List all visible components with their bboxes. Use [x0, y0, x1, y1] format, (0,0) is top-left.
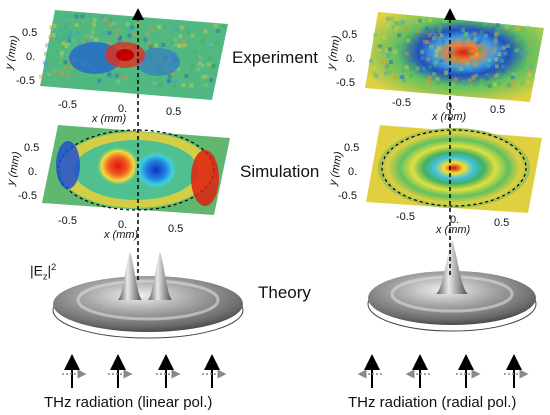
caption-linear: THz radiation (linear pol.)	[44, 394, 213, 411]
tick-exp-linear-x2: 0.	[118, 103, 127, 115]
theory-radial-surface	[367, 240, 537, 332]
theory-quantity-label: |Ez|2	[30, 262, 57, 282]
ylabel-sim-radial: y (mm)	[327, 150, 345, 187]
tick-exp-linear-x3: 0.5	[166, 106, 181, 118]
tick-sim-radial-y3: -0.5	[338, 190, 357, 202]
tick-sim-linear-x2: 0.	[118, 219, 127, 231]
tick-sim-radial-y2: 0.	[348, 166, 357, 178]
tick-exp-linear-x1: -0.5	[58, 99, 77, 111]
tick-exp-radial-y2: 0.	[346, 53, 355, 65]
tick-sim-linear-x3: 0.5	[168, 223, 183, 235]
caption-radial: THz radiation (radial pol.)	[348, 394, 517, 411]
tick-sim-radial-x1: -0.5	[396, 211, 415, 223]
row-label-experiment: Experiment	[232, 48, 318, 67]
simulation-linear-map	[42, 125, 230, 215]
polarization-arrows-linear	[62, 354, 227, 388]
polarization-arrows-radial	[357, 354, 529, 388]
row-label-theory: Theory	[258, 283, 311, 302]
tick-sim-radial-x2: 0.	[450, 214, 459, 226]
xlabel-exp-radial: x (mm)	[431, 111, 467, 123]
row-label-simulation: Simulation	[240, 162, 320, 181]
simulation-radial-map	[366, 125, 542, 213]
tick-exp-radial-y3: -0.5	[336, 77, 355, 89]
xlabel-sim-linear: x (mm)	[103, 229, 139, 241]
tick-exp-radial-x2: 0.	[446, 101, 455, 113]
tick-sim-linear-y3: -0.5	[18, 190, 37, 202]
tick-exp-linear-y3: -0.5	[16, 75, 35, 87]
tick-exp-radial-x1: -0.5	[392, 97, 411, 109]
theory-linear-surface	[52, 252, 244, 339]
tick-exp-linear-y2: 0.	[26, 51, 35, 63]
experiment-linear-map	[38, 10, 228, 100]
experiment-radial-map	[365, 12, 544, 102]
tick-sim-radial-y1: 0.5	[344, 142, 359, 154]
tick-sim-linear-y2: 0.	[28, 166, 37, 178]
xlabel-exp-linear: x (mm)	[91, 113, 127, 125]
tick-exp-radial-x3: 0.5	[490, 104, 505, 116]
tick-sim-linear-y1: 0.5	[24, 142, 39, 154]
tick-exp-radial-y1: 0.5	[342, 29, 357, 41]
xlabel-sim-radial: x (mm)	[435, 224, 471, 236]
ylabel-exp-radial: y (mm)	[325, 34, 343, 71]
tick-exp-linear-y1: 0.5	[22, 27, 37, 39]
tick-sim-radial-x3: 0.5	[494, 217, 509, 229]
tick-sim-linear-x1: -0.5	[58, 215, 77, 227]
ylabel-exp-linear: y (mm)	[3, 34, 21, 71]
ylabel-sim-linear: y (mm)	[5, 150, 23, 187]
